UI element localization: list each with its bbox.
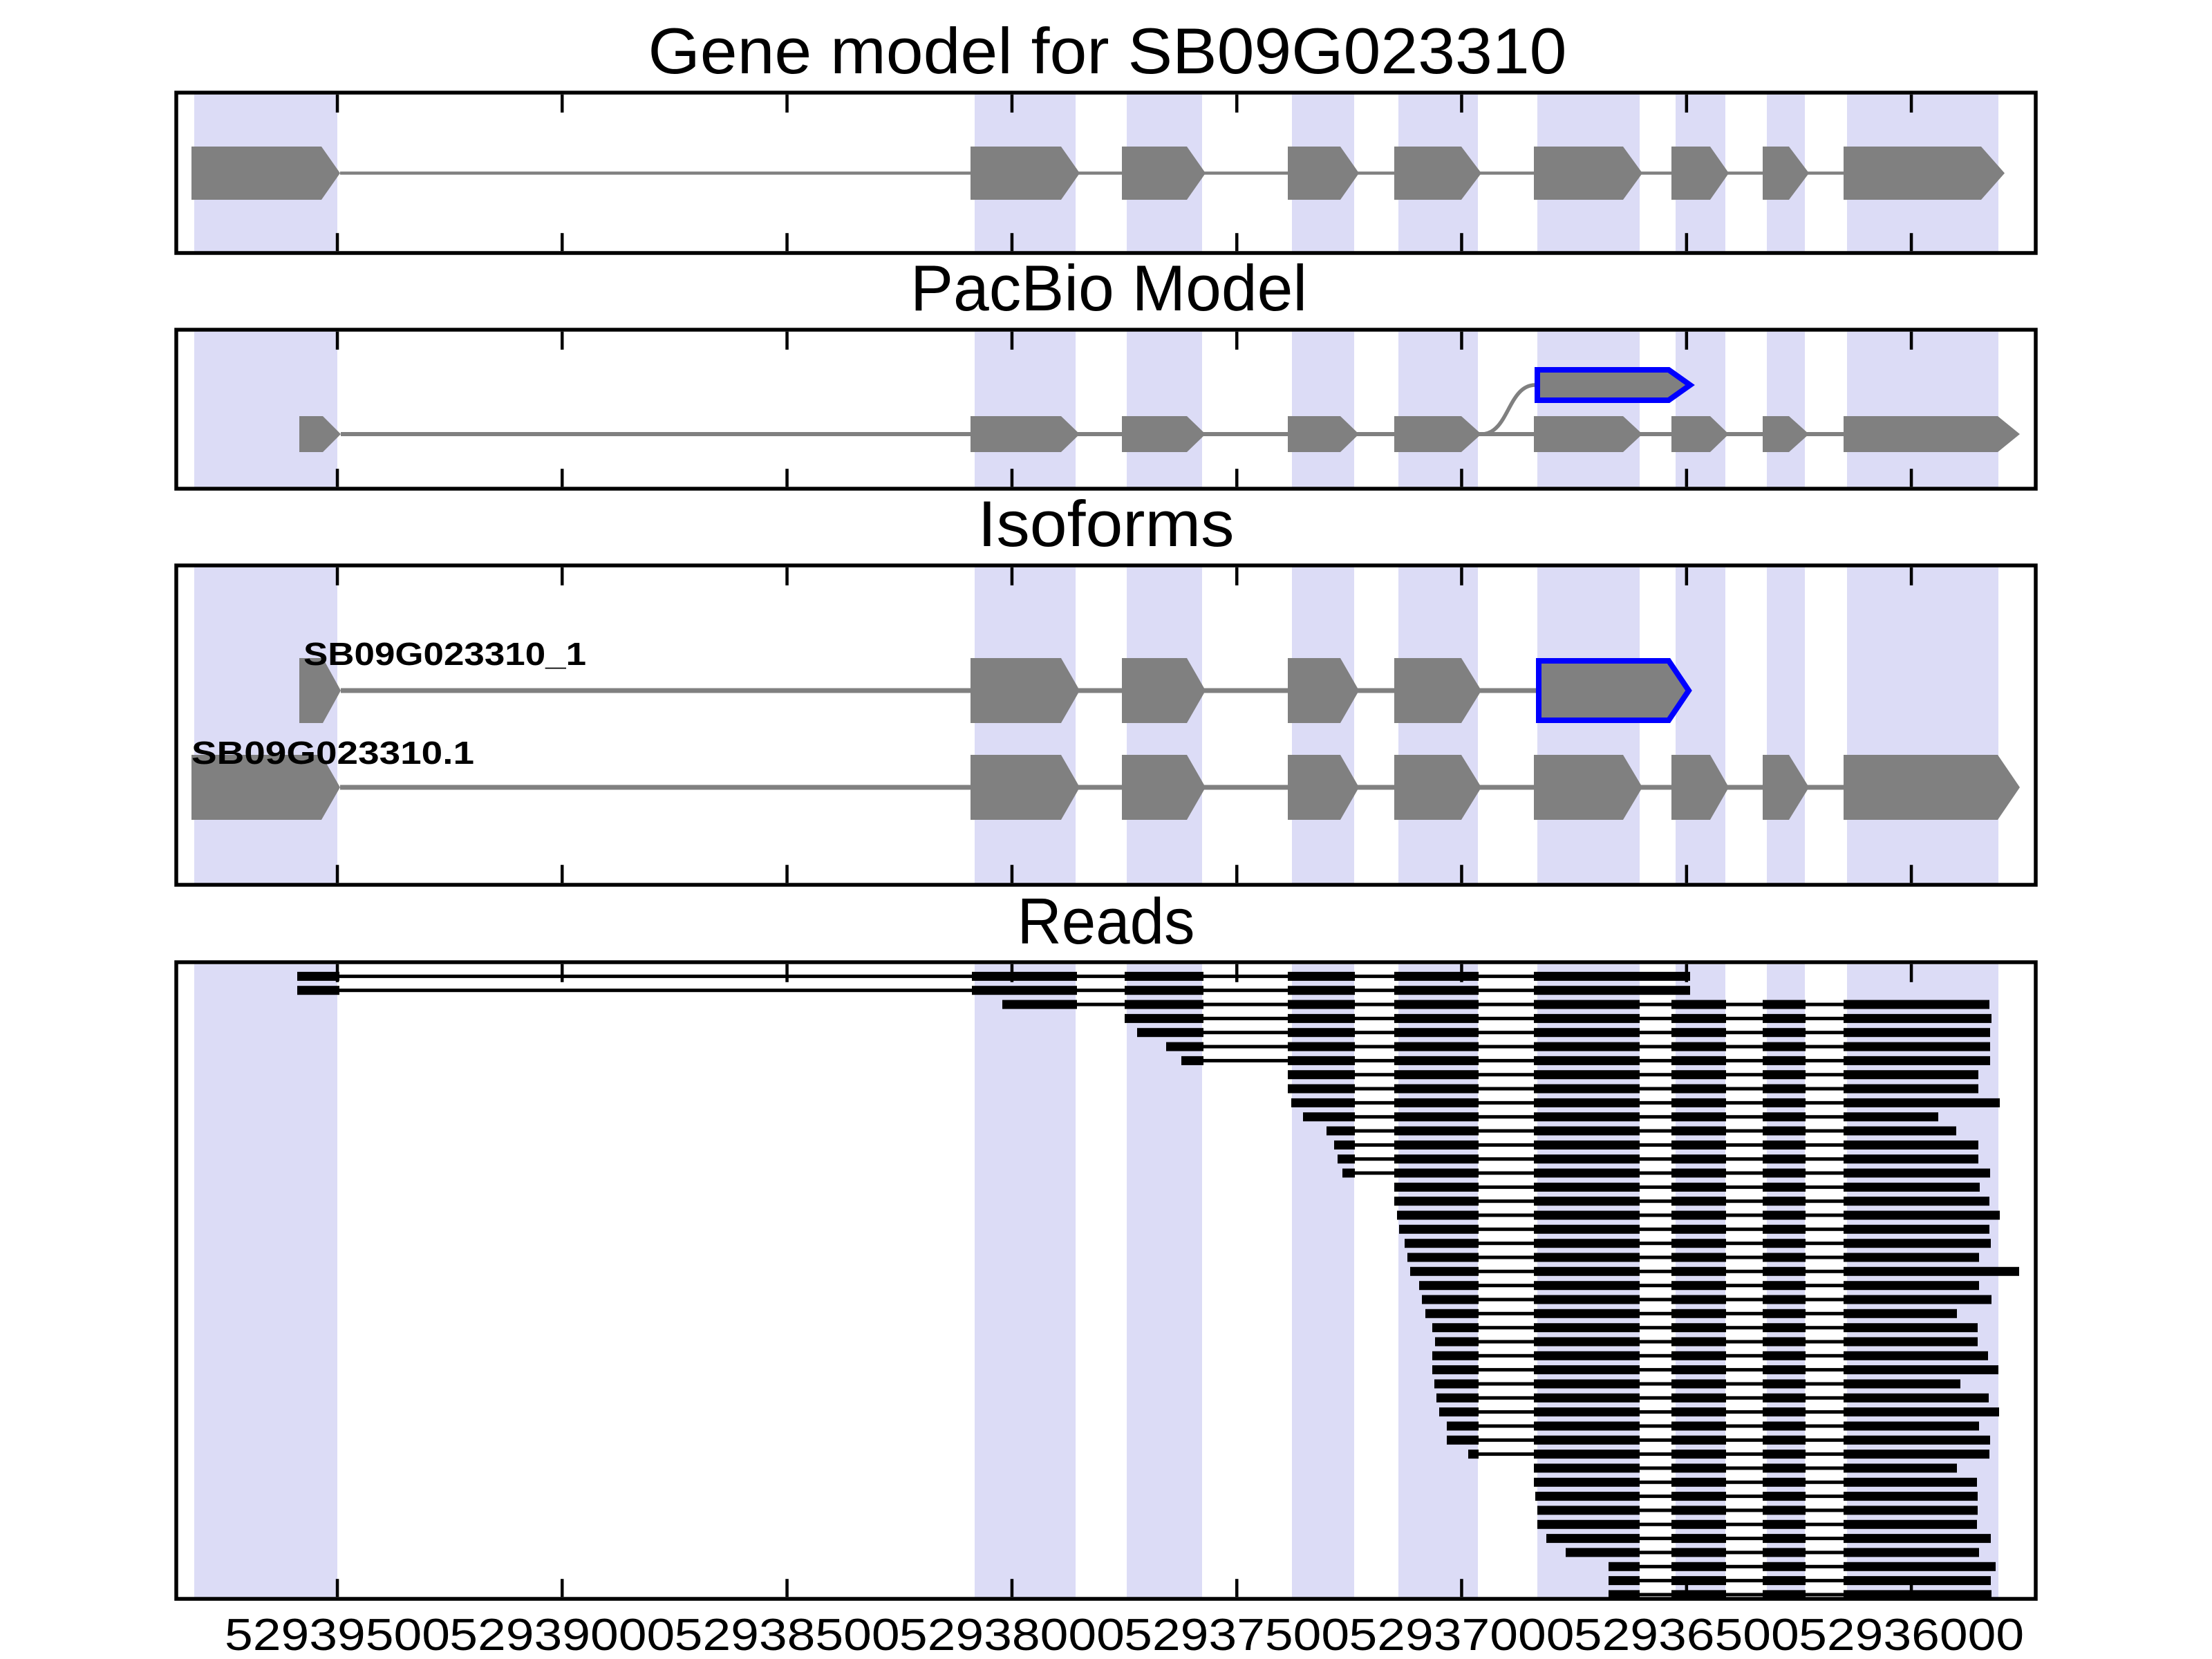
svg-text:SB09G023310.1: SB09G023310.1: [191, 735, 474, 771]
svg-text:52939500: 52939500: [225, 1609, 450, 1659]
svg-text:52936500: 52936500: [1574, 1609, 1799, 1659]
svg-text:Isoforms: Isoforms: [978, 487, 1235, 560]
svg-text:52938000: 52938000: [899, 1609, 1125, 1659]
svg-text:Reads: Reads: [1018, 885, 1195, 957]
svg-text:52937000: 52937000: [1349, 1609, 1575, 1659]
svg-text:52939000: 52939000: [449, 1609, 675, 1659]
svg-text:SB09G023310_1: SB09G023310_1: [303, 636, 586, 672]
svg-text:52937500: 52937500: [1124, 1609, 1349, 1659]
svg-text:52938500: 52938500: [675, 1609, 900, 1659]
svg-text:PacBio Model: PacBio Model: [910, 252, 1307, 324]
svg-text:52936000: 52936000: [1799, 1609, 2024, 1659]
svg-text:Gene model for SB09G023310: Gene model for SB09G023310: [648, 15, 1567, 87]
